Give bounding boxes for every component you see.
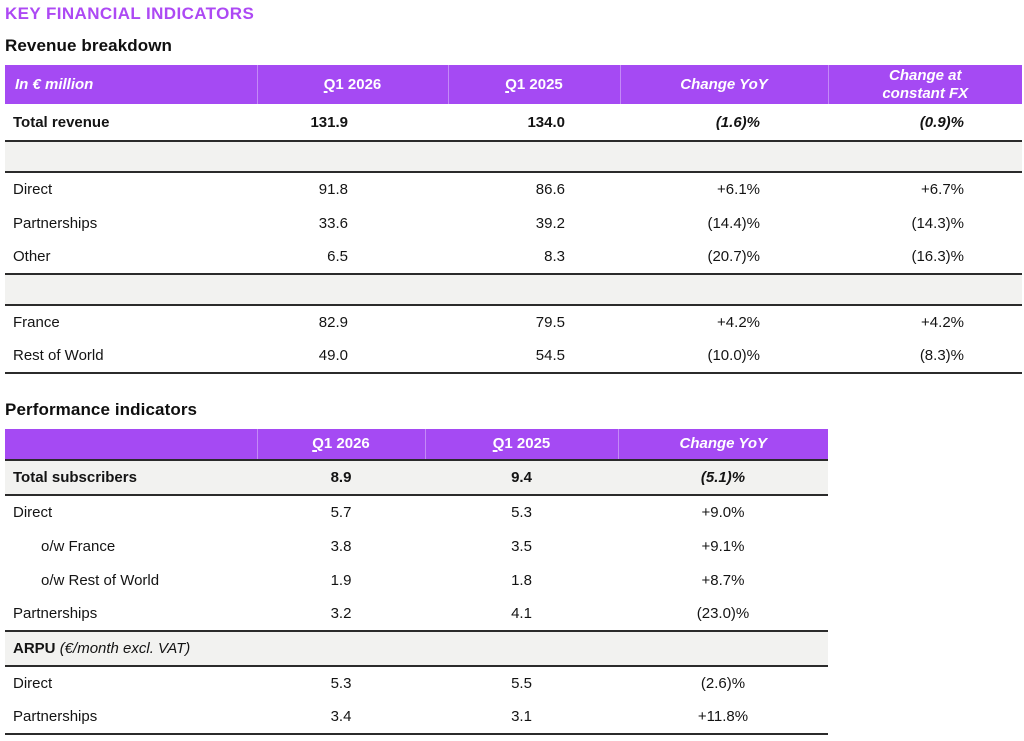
cell-q1-2026: 3.4 [257,700,425,735]
row-label: Partnerships [13,214,98,232]
cell-change-fx: +6.7% [921,181,964,198]
revenue-unit-header: In € million [5,65,257,104]
cell-q1-2025: 3.1 [425,700,618,735]
cell-q1-2026: 5.7 [330,504,352,521]
cell-change-fx: +4.2% [921,314,964,331]
cell-q1-2026: 5.3 [330,675,352,692]
cell-q1-2025: 4.1 [425,597,618,632]
cell-q1-2026: 33.6 [318,214,348,232]
row-label: Direct [13,675,53,692]
row-label: Partnerships [5,700,257,735]
revenue-col-q1-2026: Q1 2026 [256,65,448,104]
cell-q1-2026: 131.9 [257,104,448,142]
cell-change-yoy: +9.1% [701,537,745,555]
table-row: Direct 91.8 86.6 +6.1% +6.7% [5,172,1022,206]
revenue-col-q1-2025: Q1 2025 [447,65,620,104]
row-label: France [13,314,60,331]
row-label: Other [5,240,257,275]
table-row: Partnerships 33.6 39.2 (14.4)% (14.3)% [5,206,1022,240]
table-row: Other 6.5 8.3 (20.7)% (16.3)% [5,240,1022,275]
cell-change-yoy: +8.7% [701,571,745,589]
table-row: France 82.9 79.5 +4.2% +4.2% [5,305,1022,339]
cell-q1-2026: 3.2 [257,597,425,632]
table-row: o/w Rest of World 1.9 1.8 +8.7% [5,563,828,597]
cell-change-yoy: (1.6)% [620,104,828,142]
performance-col-change-yoy: Change YoY [617,429,828,460]
table-row: Direct 5.7 5.3 +9.0% [5,495,828,529]
cell-q1-2025: 86.6 [535,181,565,198]
revenue-section-title: Revenue breakdown [5,36,173,55]
cell-q1-2025: 5.3 [511,504,532,521]
row-label: Total subscribers [5,460,257,496]
cell-q1-2026: 91.8 [318,181,348,198]
cell-change-fx: (16.3)% [828,240,1022,275]
cell-q1-2025: 1.8 [511,571,532,589]
table-row: Partnerships 3.2 4.1 (23.0)% [5,597,828,632]
table-row-total-subscribers: Total subscribers 8.9 9.4 (5.1)% [5,460,828,496]
cell-change-fx: (8.3)% [828,339,1022,374]
performance-header-row: Q1 2026 Q1 2025 Change YoY [5,429,828,460]
row-label: Partnerships [5,597,257,632]
cell-q1-2026: 6.5 [257,240,448,275]
cell-q1-2025: 134.0 [448,104,620,142]
cell-q1-2025: 3.5 [511,537,532,555]
cell-q1-2025: 5.5 [511,675,532,692]
row-label: Direct [13,181,53,198]
cell-change-yoy: +6.1% [717,181,760,198]
cell-q1-2025: 79.5 [535,314,565,331]
cell-change-fx: (14.3)% [911,214,964,232]
cell-change-yoy: (10.0)% [620,339,828,374]
row-label: o/w France [41,537,116,555]
cell-change-yoy: +4.2% [717,314,760,331]
arpu-unit-note: (€/month excl. VAT) [59,640,191,657]
table-row-arpu-header: ARPU (€/month excl. VAT) [5,631,828,667]
cell-q1-2026: 82.9 [318,314,348,331]
spacer-band [5,141,1022,173]
performance-col-q1-2025: Q1 2025 [424,429,618,460]
revenue-col-change-yoy: Change YoY [619,65,828,104]
cell-change-yoy: (2.6)% [700,675,746,692]
performance-empty-header [5,429,257,460]
cell-change-yoy: (14.4)% [707,214,760,232]
cell-q1-2026: 49.0 [257,339,448,374]
performance-table: Q1 2026 Q1 2025 Change YoY Total subscri… [5,429,828,735]
table-row: Partnerships 3.4 3.1 +11.8% [5,700,828,735]
cell-q1-2026: 1.9 [330,571,352,589]
cell-change-yoy: +11.8% [618,700,828,735]
cell-change-yoy: (5.1)% [618,460,828,496]
cell-change-yoy: +9.0% [701,504,745,521]
table-row: Direct 5.3 5.5 (2.6)% [5,666,828,700]
cell-change-fx: (0.9)% [828,104,1022,142]
row-label: Total revenue [5,104,257,142]
table-row: Rest of World 49.0 54.5 (10.0)% (8.3)% [5,339,1022,374]
page-title: KEY FINANCIAL INDICATORS [5,4,255,23]
revenue-header-row: In € million Q1 2026 Q1 2025 Change YoY … [5,65,1022,104]
arpu-label: ARPU [13,640,56,657]
cell-q1-2026: 3.8 [330,537,352,555]
cell-q1-2026: 8.9 [257,460,425,496]
cell-q1-2025: 9.4 [425,460,618,496]
row-label: o/w Rest of World [41,571,160,589]
spacer-band [5,274,1022,306]
performance-col-q1-2026: Q1 2026 [256,429,425,460]
table-row: o/w France 3.8 3.5 +9.1% [5,529,828,563]
arpu-header-cell: ARPU (€/month excl. VAT) [5,631,828,667]
cell-q1-2025: 54.5 [448,339,620,374]
cell-q1-2025: 8.3 [448,240,620,275]
cell-q1-2025: 39.2 [535,214,565,232]
table-row-total-revenue: Total revenue 131.9 134.0 (1.6)% (0.9)% [5,104,1022,142]
performance-section-title: Performance indicators [5,400,198,419]
row-label: Direct [13,504,53,521]
cell-change-yoy: (23.0)% [618,597,828,632]
revenue-table: In € million Q1 2026 Q1 2025 Change YoY … [5,65,1022,374]
row-label: Rest of World [5,339,257,374]
revenue-col-change-fx: Change at constant FX [827,65,1022,104]
cell-change-yoy: (20.7)% [620,240,828,275]
